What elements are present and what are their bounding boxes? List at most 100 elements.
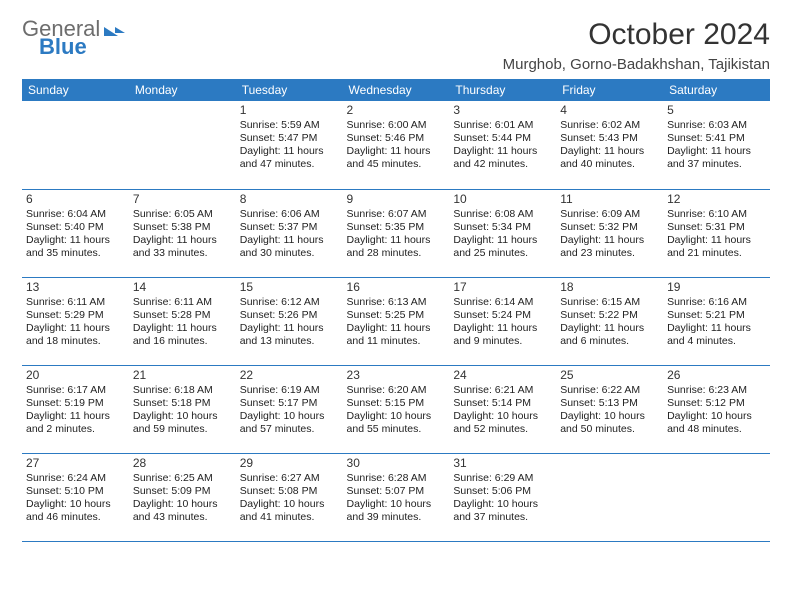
- daylight-text: Daylight: 10 hours and 43 minutes.: [133, 498, 232, 524]
- calendar-cell: 17Sunrise: 6:14 AMSunset: 5:24 PMDayligh…: [449, 277, 556, 365]
- sunrise-text: Sunrise: 6:11 AM: [133, 296, 232, 309]
- day-number: 1: [240, 103, 339, 118]
- day-details: Sunrise: 6:05 AMSunset: 5:38 PMDaylight:…: [133, 208, 232, 261]
- daylight-text: Daylight: 10 hours and 55 minutes.: [347, 410, 446, 436]
- logo: General Blue: [22, 18, 125, 58]
- daylight-text: Daylight: 11 hours and 11 minutes.: [347, 322, 446, 348]
- calendar-cell: 8Sunrise: 6:06 AMSunset: 5:37 PMDaylight…: [236, 189, 343, 277]
- day-number: 8: [240, 192, 339, 207]
- calendar-cell: 28Sunrise: 6:25 AMSunset: 5:09 PMDayligh…: [129, 453, 236, 541]
- weekday-header: Saturday: [663, 79, 770, 101]
- sunrise-text: Sunrise: 6:16 AM: [667, 296, 766, 309]
- calendar-cell-empty: [556, 453, 663, 541]
- daylight-text: Daylight: 11 hours and 30 minutes.: [240, 234, 339, 260]
- logo-text-blue: Blue: [39, 36, 125, 58]
- day-details: Sunrise: 6:20 AMSunset: 5:15 PMDaylight:…: [347, 384, 446, 437]
- day-number: 13: [26, 280, 125, 295]
- sunset-text: Sunset: 5:06 PM: [453, 485, 552, 498]
- daylight-text: Daylight: 10 hours and 46 minutes.: [26, 498, 125, 524]
- weekday-header: Thursday: [449, 79, 556, 101]
- sunset-text: Sunset: 5:19 PM: [26, 397, 125, 410]
- sunset-text: Sunset: 5:37 PM: [240, 221, 339, 234]
- weekday-header: Monday: [129, 79, 236, 101]
- day-details: Sunrise: 6:23 AMSunset: 5:12 PMDaylight:…: [667, 384, 766, 437]
- sunrise-text: Sunrise: 6:06 AM: [240, 208, 339, 221]
- day-number: 17: [453, 280, 552, 295]
- day-details: Sunrise: 6:18 AMSunset: 5:18 PMDaylight:…: [133, 384, 232, 437]
- sunset-text: Sunset: 5:35 PM: [347, 221, 446, 234]
- day-details: Sunrise: 6:29 AMSunset: 5:06 PMDaylight:…: [453, 472, 552, 525]
- sunset-text: Sunset: 5:40 PM: [26, 221, 125, 234]
- sunrise-text: Sunrise: 6:04 AM: [26, 208, 125, 221]
- day-number: 31: [453, 456, 552, 471]
- calendar-cell: 7Sunrise: 6:05 AMSunset: 5:38 PMDaylight…: [129, 189, 236, 277]
- sunrise-text: Sunrise: 6:20 AM: [347, 384, 446, 397]
- calendar-row: 1Sunrise: 5:59 AMSunset: 5:47 PMDaylight…: [22, 101, 770, 189]
- sunset-text: Sunset: 5:09 PM: [133, 485, 232, 498]
- daylight-text: Daylight: 11 hours and 37 minutes.: [667, 145, 766, 171]
- sunrise-text: Sunrise: 6:10 AM: [667, 208, 766, 221]
- weekday-header: Sunday: [22, 79, 129, 101]
- sunrise-text: Sunrise: 6:12 AM: [240, 296, 339, 309]
- calendar-cell: 9Sunrise: 6:07 AMSunset: 5:35 PMDaylight…: [343, 189, 450, 277]
- weekday-header: Friday: [556, 79, 663, 101]
- calendar-cell: 23Sunrise: 6:20 AMSunset: 5:15 PMDayligh…: [343, 365, 450, 453]
- sunrise-text: Sunrise: 6:07 AM: [347, 208, 446, 221]
- day-number: 7: [133, 192, 232, 207]
- day-details: Sunrise: 6:17 AMSunset: 5:19 PMDaylight:…: [26, 384, 125, 437]
- calendar-cell: 16Sunrise: 6:13 AMSunset: 5:25 PMDayligh…: [343, 277, 450, 365]
- sunrise-text: Sunrise: 6:27 AM: [240, 472, 339, 485]
- day-details: Sunrise: 5:59 AMSunset: 5:47 PMDaylight:…: [240, 119, 339, 172]
- daylight-text: Daylight: 11 hours and 2 minutes.: [26, 410, 125, 436]
- day-details: Sunrise: 6:04 AMSunset: 5:40 PMDaylight:…: [26, 208, 125, 261]
- calendar-cell: 26Sunrise: 6:23 AMSunset: 5:12 PMDayligh…: [663, 365, 770, 453]
- day-details: Sunrise: 6:21 AMSunset: 5:14 PMDaylight:…: [453, 384, 552, 437]
- calendar-cell: 10Sunrise: 6:08 AMSunset: 5:34 PMDayligh…: [449, 189, 556, 277]
- logo-triangle-icon: [104, 27, 125, 36]
- sunrise-text: Sunrise: 6:17 AM: [26, 384, 125, 397]
- calendar-cell: 2Sunrise: 6:00 AMSunset: 5:46 PMDaylight…: [343, 101, 450, 189]
- calendar-row: 20Sunrise: 6:17 AMSunset: 5:19 PMDayligh…: [22, 365, 770, 453]
- daylight-text: Daylight: 10 hours and 48 minutes.: [667, 410, 766, 436]
- sunset-text: Sunset: 5:25 PM: [347, 309, 446, 322]
- day-number: 10: [453, 192, 552, 207]
- day-number: 24: [453, 368, 552, 383]
- sunset-text: Sunset: 5:29 PM: [26, 309, 125, 322]
- day-number: 19: [667, 280, 766, 295]
- calendar-cell: 12Sunrise: 6:10 AMSunset: 5:31 PMDayligh…: [663, 189, 770, 277]
- calendar-cell: 19Sunrise: 6:16 AMSunset: 5:21 PMDayligh…: [663, 277, 770, 365]
- daylight-text: Daylight: 10 hours and 41 minutes.: [240, 498, 339, 524]
- calendar-table: SundayMondayTuesdayWednesdayThursdayFrid…: [22, 79, 770, 542]
- calendar-cell: 4Sunrise: 6:02 AMSunset: 5:43 PMDaylight…: [556, 101, 663, 189]
- sunrise-text: Sunrise: 6:23 AM: [667, 384, 766, 397]
- calendar-cell: 30Sunrise: 6:28 AMSunset: 5:07 PMDayligh…: [343, 453, 450, 541]
- calendar-cell: 24Sunrise: 6:21 AMSunset: 5:14 PMDayligh…: [449, 365, 556, 453]
- sunset-text: Sunset: 5:13 PM: [560, 397, 659, 410]
- calendar-cell: 21Sunrise: 6:18 AMSunset: 5:18 PMDayligh…: [129, 365, 236, 453]
- day-number: 12: [667, 192, 766, 207]
- day-details: Sunrise: 6:03 AMSunset: 5:41 PMDaylight:…: [667, 119, 766, 172]
- day-number: 14: [133, 280, 232, 295]
- day-details: Sunrise: 6:01 AMSunset: 5:44 PMDaylight:…: [453, 119, 552, 172]
- sunrise-text: Sunrise: 6:11 AM: [26, 296, 125, 309]
- day-number: 18: [560, 280, 659, 295]
- sunset-text: Sunset: 5:28 PM: [133, 309, 232, 322]
- daylight-text: Daylight: 11 hours and 47 minutes.: [240, 145, 339, 171]
- sunrise-text: Sunrise: 6:09 AM: [560, 208, 659, 221]
- month-title: October 2024: [503, 18, 770, 52]
- day-details: Sunrise: 6:12 AMSunset: 5:26 PMDaylight:…: [240, 296, 339, 349]
- day-number: 4: [560, 103, 659, 118]
- day-details: Sunrise: 6:27 AMSunset: 5:08 PMDaylight:…: [240, 472, 339, 525]
- calendar-cell: 20Sunrise: 6:17 AMSunset: 5:19 PMDayligh…: [22, 365, 129, 453]
- sunset-text: Sunset: 5:07 PM: [347, 485, 446, 498]
- day-details: Sunrise: 6:13 AMSunset: 5:25 PMDaylight:…: [347, 296, 446, 349]
- sunrise-text: Sunrise: 6:08 AM: [453, 208, 552, 221]
- day-details: Sunrise: 6:25 AMSunset: 5:09 PMDaylight:…: [133, 472, 232, 525]
- calendar-cell: 31Sunrise: 6:29 AMSunset: 5:06 PMDayligh…: [449, 453, 556, 541]
- day-number: 23: [347, 368, 446, 383]
- calendar-cell-empty: [22, 101, 129, 189]
- daylight-text: Daylight: 11 hours and 35 minutes.: [26, 234, 125, 260]
- day-details: Sunrise: 6:07 AMSunset: 5:35 PMDaylight:…: [347, 208, 446, 261]
- day-number: 30: [347, 456, 446, 471]
- sunset-text: Sunset: 5:44 PM: [453, 132, 552, 145]
